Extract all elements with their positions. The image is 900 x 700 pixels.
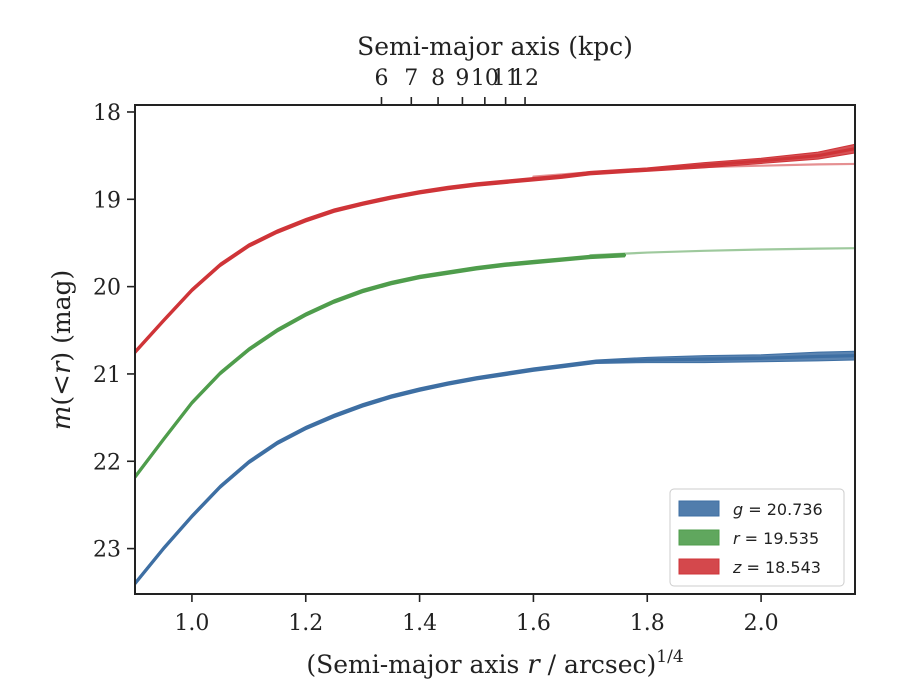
x-tick-label: 1.6 (516, 611, 551, 636)
series-line-z (135, 147, 855, 354)
legend-var: g (733, 500, 743, 519)
x-tick-label: 1.4 (402, 611, 437, 636)
y-axis-title-close: ) (47, 352, 76, 362)
legend-swatch-r (678, 529, 720, 546)
top-tick-label: 6 (374, 66, 388, 91)
top-tick-label: 9 (455, 66, 469, 91)
legend-var: r (733, 529, 741, 548)
bottom-axis-title-sup: 1/4 (656, 647, 683, 667)
legend-value: = 18.543 (741, 558, 821, 577)
legend-swatch-z (678, 558, 720, 575)
series-line-r (135, 253, 627, 479)
series-model-line-r (589, 247, 855, 257)
top-tick-label: 11 (492, 66, 520, 91)
plot-frame (134, 104, 856, 595)
bottom-axis-title-prefix: (Semi-major axis (306, 650, 527, 679)
legend-value: = 20.736 (743, 500, 823, 519)
y-axis-title-unit: (mag) (47, 270, 76, 352)
top-tick-label: 12 (511, 66, 539, 91)
y-tick-label: 19 (93, 188, 121, 213)
top-tick-label: 7 (404, 66, 418, 91)
x-tick-label: 1.0 (174, 611, 209, 636)
y-axis-title: m(<r) (mag) (47, 270, 77, 431)
bottom-axis-title: (Semi-major axis r / arcsec)1/4 (306, 647, 683, 680)
legend-swatch-g (678, 500, 720, 517)
y-axis-title-open: ( (47, 396, 76, 406)
top-axis-title: Semi-major axis (kpc) (357, 32, 633, 61)
legend-label-r: r = 19.535 (733, 529, 819, 548)
series-group (135, 143, 855, 587)
series-band-g (135, 350, 855, 587)
legend-label-z: z = 18.543 (732, 558, 821, 577)
bottom-axis-title-mid: / arcsec) (540, 650, 657, 679)
y-tick-label: 18 (93, 101, 121, 126)
top-tick-label: 10 (471, 66, 499, 91)
series-layer (135, 143, 855, 587)
series-band-z (135, 143, 855, 355)
series-line-g (135, 354, 855, 586)
legend-value: = 19.535 (740, 529, 820, 548)
y-axis-title-lt: < (47, 374, 77, 396)
bottom-axis-title-var: r (527, 650, 541, 680)
y-axis-title-var2: r (47, 360, 77, 374)
x-tick-label: 2.0 (744, 611, 779, 636)
legend-var: z (732, 558, 742, 577)
y-tick-label: 21 (93, 363, 121, 388)
y-tick-label: 20 (93, 276, 121, 301)
y-axis-title-var1: m (47, 406, 77, 431)
x-tick-label: 1.8 (630, 611, 665, 636)
x-tick-label: 1.2 (288, 611, 323, 636)
y-tick-label: 22 (93, 450, 121, 475)
top-tick-label: 8 (431, 66, 445, 91)
legend-label-g: g = 20.736 (733, 500, 823, 519)
y-tick-label: 23 (93, 538, 121, 563)
